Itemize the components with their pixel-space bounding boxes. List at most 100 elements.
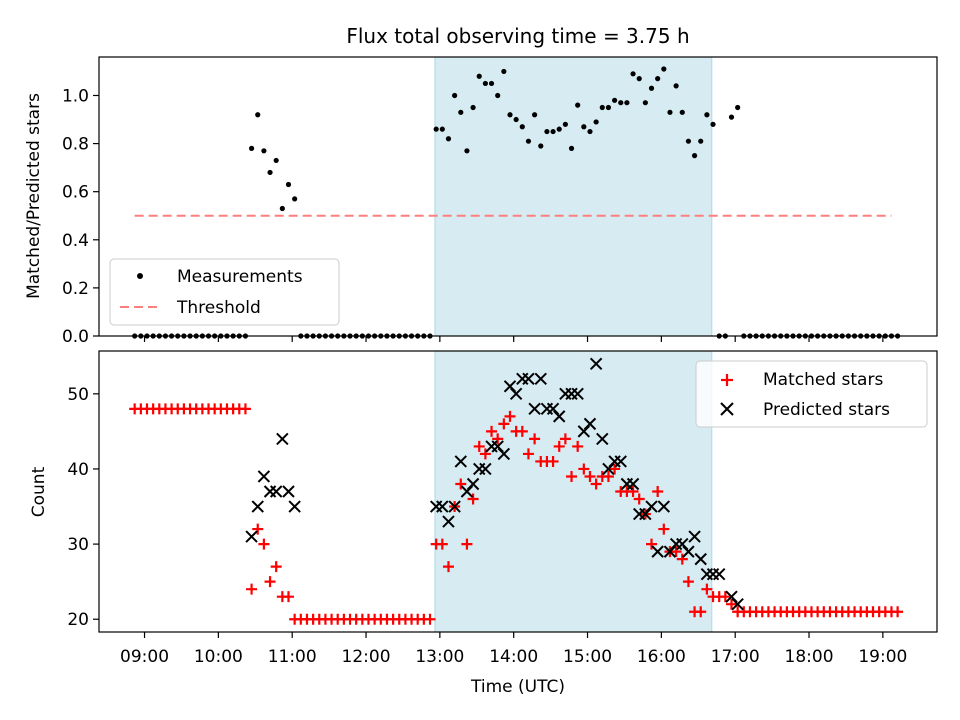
measurement-point	[476, 73, 482, 79]
predicted-star-point	[657, 500, 671, 513]
top-y-axis-label: Matched/Predicted stars	[24, 93, 44, 299]
matched-star-point	[701, 583, 713, 595]
y-tick-label: 1.0	[62, 86, 89, 106]
measurement-point	[507, 112, 513, 118]
x-tick-label: 09:00	[120, 647, 169, 667]
bottom-legend-box	[695, 360, 928, 428]
matched-star-point	[436, 538, 448, 550]
predicted-star-point	[263, 485, 277, 498]
matched-star-point	[504, 410, 516, 422]
measurement-point	[575, 102, 581, 108]
predicted-star-point	[682, 545, 695, 558]
matched-star-point	[553, 440, 565, 452]
legend-measurements-marker	[137, 273, 143, 279]
y-tick-label: 0.4	[62, 231, 89, 251]
measurement-point	[267, 169, 273, 176]
predicted-star-point	[712, 567, 726, 581]
measurement-point	[587, 128, 593, 135]
measurement-point	[667, 109, 673, 115]
x-tick-label: 15:00	[563, 647, 612, 667]
bottom-x-ticks: 09:00 10:00 11:00 12:00 13:00 14:00 15:00 16:00…	[120, 632, 907, 667]
matched-star-point	[646, 538, 658, 550]
measurement-point	[285, 181, 292, 188]
measurement-point	[439, 126, 445, 132]
x-tick-label: 11:00	[268, 647, 317, 667]
measurement-point	[519, 124, 525, 130]
measurement-point	[501, 68, 507, 75]
predicted-star-point	[448, 500, 461, 513]
y-tick-label: 30	[67, 535, 89, 555]
top-panel: 0.0 0.2 0.4 0.6 0.8 1.0 Matched/Predicted sta…	[24, 56, 938, 347]
measurement-point	[581, 124, 587, 130]
predicted-star-point	[442, 515, 455, 528]
matched-star-point	[682, 576, 694, 588]
matched-star-point	[473, 440, 485, 452]
measurement-point	[655, 76, 661, 82]
measurement-point	[599, 104, 605, 111]
x-tick-label: 12:00	[342, 647, 391, 667]
legend-measurements-label: Measurements	[177, 267, 303, 287]
matched-star-point	[584, 470, 596, 482]
measurement-point	[452, 92, 458, 99]
figure-title: Flux total observing time = 3.75 h	[346, 24, 689, 48]
matched-star-point	[252, 523, 264, 535]
x-tick-label: 13:00	[415, 647, 464, 667]
matched-star-point	[442, 561, 454, 573]
matched-star-point	[239, 403, 251, 415]
predicted-star-point	[626, 477, 640, 491]
measurement-point	[685, 138, 692, 144]
legend-matched-marker	[721, 374, 733, 386]
matched-star-point	[479, 448, 491, 460]
measurement-point	[710, 121, 716, 127]
predicted-star-point	[553, 410, 566, 423]
legend-predicted-label: Predicted stars	[763, 400, 890, 420]
measurement-point	[593, 119, 599, 125]
bottom-legend: Matched stars Predicted stars	[695, 360, 928, 428]
matched-star-point	[258, 538, 270, 550]
measurement-point	[433, 126, 439, 132]
measurement-point	[248, 145, 255, 151]
y-tick-label: 0.6	[62, 183, 89, 203]
matched-star-point	[516, 425, 528, 437]
measurement-point	[261, 148, 267, 154]
y-tick-label: 0.0	[62, 327, 89, 347]
measurement-point	[544, 128, 550, 135]
predicted-star-point	[534, 372, 547, 386]
measurement-point	[618, 100, 624, 106]
predicted-star-point	[257, 470, 271, 483]
predicted-star-point	[614, 455, 627, 468]
measurement-point	[488, 80, 495, 87]
measurement-point	[273, 157, 279, 164]
measurement-point	[470, 104, 476, 111]
measurement-point	[255, 112, 261, 118]
predicted-star-point	[276, 432, 289, 446]
legend-threshold-label: Threshold	[176, 298, 261, 318]
measurement-point	[532, 112, 538, 118]
top-legend: Measurements Threshold	[109, 258, 340, 326]
measurement-point	[605, 104, 612, 111]
measurement-point	[624, 100, 630, 106]
predicted-star-point	[583, 417, 597, 431]
measurement-point	[661, 66, 667, 72]
matched-star-point	[609, 463, 621, 475]
bottom-axes-frame	[98, 350, 938, 633]
predicted-star-point	[497, 447, 511, 461]
top-shaded-interval	[434, 56, 713, 337]
x-tick-label: 10:00	[194, 647, 243, 667]
measurement-point	[538, 143, 544, 149]
measurement-point	[525, 138, 532, 144]
top-y-ticks: 0.0 0.2 0.4 0.6 0.8 1.0	[62, 86, 884, 347]
measurement-point	[550, 128, 556, 135]
bottom-y-ticks: 20 30 40 50	[67, 385, 99, 630]
measurement-point	[642, 100, 648, 106]
predicted-star-point	[731, 597, 744, 611]
y-tick-label: 0.8	[62, 135, 89, 155]
measurement-point	[728, 114, 735, 120]
measurement-point	[495, 92, 501, 99]
measurement-point	[513, 116, 519, 123]
measurement-point	[568, 145, 575, 151]
top-legend-box	[109, 258, 340, 326]
matched-star-point	[658, 523, 670, 535]
predicted-star-point	[269, 485, 283, 498]
